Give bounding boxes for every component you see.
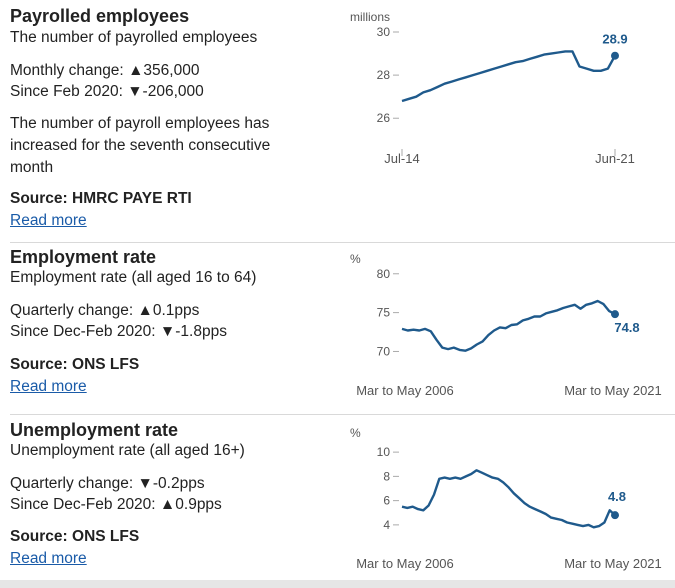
monthly-change-stat: Monthly change: ▲356,000: [10, 60, 340, 81]
series-line: [401, 299, 616, 352]
y-tick-label: 6: [383, 494, 390, 508]
read-more-link[interactable]: Read more: [10, 212, 87, 229]
panel-title: Payrolled employees: [10, 6, 190, 26]
y-tick-label: 10: [377, 445, 391, 459]
y-tick-label: 4: [383, 518, 390, 532]
stat-value: -0.2pps: [152, 475, 205, 492]
payrolled-employees-panel: Payrolled employees The number of payrol…: [0, 0, 675, 243]
x-end-label: Jun-21: [595, 151, 635, 166]
panel-title: Employment rate: [10, 247, 157, 267]
end-point-marker: [611, 511, 619, 520]
unemployment-rate-panel: Unemployment rate Unemployment rate (all…: [0, 415, 675, 580]
since-dec-feb-2020-stat: Since Dec-Feb 2020: ▼-1.8pps: [10, 321, 340, 342]
stat-value: 356,000: [143, 62, 200, 79]
x-start-label: Mar to May 2006: [356, 556, 454, 571]
read-more-link[interactable]: Read more: [10, 378, 87, 395]
unit-label: millions: [350, 10, 390, 24]
employment-rate-chart: % 70 75 80 74.8 Mar to May 2006 Mar to May 202…: [350, 252, 662, 398]
stat-label: Quarterly change:: [10, 302, 134, 319]
stat-value: -1.8pps: [175, 323, 227, 340]
unemployment-rate-chart: % 4 6 8 10 4.8 Mar to May 2006 Mar to May 2021: [350, 426, 662, 571]
end-value-label: 28.9: [602, 32, 627, 47]
up-arrow-icon: ▲: [137, 302, 153, 319]
read-more-link[interactable]: Read more: [10, 550, 87, 567]
y-tick-label: 28: [377, 68, 391, 82]
down-arrow-icon: ▼: [159, 323, 176, 340]
y-tick-label: 30: [377, 25, 391, 39]
x-end-label: Mar to May 2021: [564, 556, 662, 571]
unit-label: %: [350, 252, 361, 266]
stat-label: Quarterly change:: [10, 475, 134, 492]
section-divider: [10, 242, 675, 243]
series-line: [401, 469, 616, 529]
payrolled-employees-chart: millions 26 28 30 28.9 Jul-14 Jun-21: [350, 10, 635, 166]
down-arrow-icon: ▼: [127, 83, 143, 100]
y-tick-label: 75: [377, 306, 391, 320]
x-start-label: Mar to May 2006: [356, 383, 454, 398]
source-label: Source: HMRC PAYE RTI: [10, 190, 192, 207]
stat-value: 0.1pps: [152, 302, 200, 319]
y-tick-label: 26: [377, 111, 391, 125]
end-value-label: 4.8: [608, 489, 626, 504]
down-arrow-icon: ▼: [137, 475, 153, 492]
source-label: Source: ONS LFS: [10, 528, 140, 545]
y-tick-label: 80: [377, 267, 391, 281]
stat-label: Monthly change:: [10, 62, 124, 79]
unit-label: %: [350, 426, 361, 440]
stat-label: Since Feb 2020:: [10, 83, 123, 100]
series-line: [401, 50, 617, 103]
quarterly-change-stat: Quarterly change: ▲0.1pps: [10, 300, 340, 321]
panel-subtitle: Unemployment rate (all aged 16+): [10, 442, 245, 459]
source-label: Source: ONS LFS: [10, 356, 140, 373]
panel-subtitle: Employment rate (all aged 16 to 64): [10, 269, 257, 286]
y-tick-label: 8: [383, 469, 390, 483]
employment-rate-panel: Employment rate Employment rate (all age…: [0, 243, 675, 415]
since-feb-2020-stat: Since Feb 2020: ▼-206,000: [10, 81, 340, 102]
end-point-marker: [611, 51, 619, 60]
stat-value: -206,000: [142, 83, 204, 100]
stat-label: Since Dec-Feb 2020:: [10, 496, 156, 513]
section-divider: [10, 414, 675, 415]
y-tick-label: 70: [377, 344, 391, 358]
since-dec-feb-2020-stat: Since Dec-Feb 2020: ▲0.9pps: [10, 494, 340, 515]
stat-value: 0.9pps: [175, 496, 222, 513]
bottom-scroll-strip: [0, 580, 675, 588]
panel-subtitle: The number of payrolled employees: [10, 29, 258, 46]
x-end-label: Mar to May 2021: [564, 383, 662, 398]
up-arrow-icon: ▲: [128, 62, 144, 79]
x-start-label: Jul-14: [384, 151, 419, 166]
panel-description: The number of payroll employees has incr…: [10, 115, 271, 176]
up-arrow-icon: ▲: [159, 496, 176, 513]
panel-title: Unemployment rate: [10, 420, 179, 440]
stat-label: Since Dec-Feb 2020:: [10, 323, 156, 340]
end-point-marker: [611, 310, 619, 319]
quarterly-change-stat: Quarterly change: ▼-0.2pps: [10, 473, 340, 494]
end-value-label: 74.8: [614, 320, 639, 335]
